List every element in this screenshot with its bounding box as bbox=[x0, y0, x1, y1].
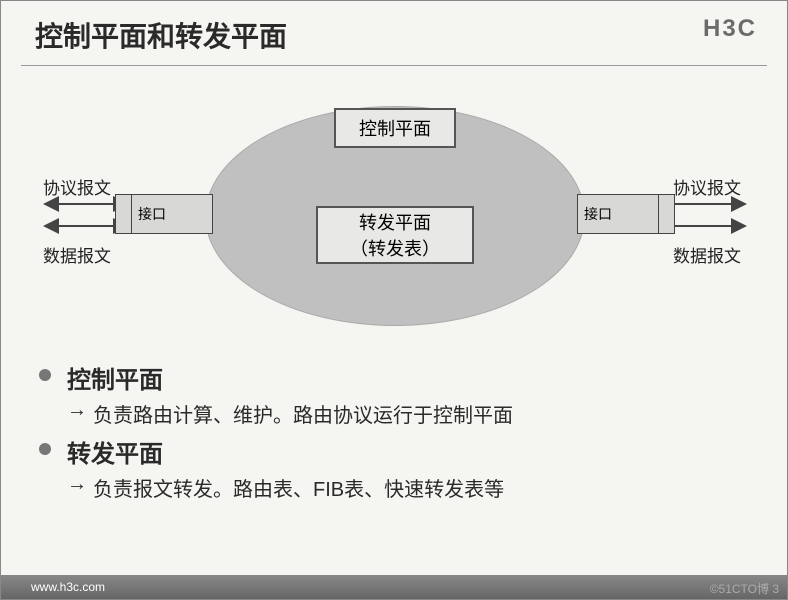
diagram-area: 控制平面转发平面（转发表）接口接口协议报文数据报文协议报文数据报文 bbox=[1, 66, 787, 346]
node-if_left: 接口 bbox=[131, 194, 213, 234]
if-right-cap-icon bbox=[659, 194, 675, 234]
bullet-1: 转发平面负责报文转发。路由表、FIB表、快速转发表等 bbox=[67, 434, 737, 502]
bullet-head-1: 转发平面 bbox=[67, 434, 737, 469]
bullet-sub-1: 负责报文转发。路由表、FIB表、快速转发表等 bbox=[67, 473, 737, 502]
bullet-head-0: 控制平面 bbox=[67, 360, 737, 395]
node-if_right: 接口 bbox=[577, 194, 659, 234]
node-forward: 转发平面（转发表） bbox=[316, 206, 474, 264]
diagram-label-3: 数据报文 bbox=[673, 242, 741, 267]
node-control: 控制平面 bbox=[334, 108, 456, 148]
diagram-label-1: 数据报文 bbox=[43, 242, 111, 267]
header: 控制平面和转发平面 H3C bbox=[1, 1, 787, 61]
footer-bar: www.h3c.com bbox=[1, 575, 787, 599]
diagram-label-2: 协议报文 bbox=[673, 174, 741, 199]
slide-title: 控制平面和转发平面 bbox=[35, 15, 287, 55]
diagram-label-0: 协议报文 bbox=[43, 174, 111, 199]
footer-url: www.h3c.com bbox=[31, 580, 105, 594]
bullet-sub-0: 负责路由计算、维护。路由协议运行于控制平面 bbox=[67, 399, 737, 428]
bullet-list: 控制平面负责路由计算、维护。路由协议运行于控制平面转发平面负责报文转发。路由表、… bbox=[1, 346, 787, 502]
bullet-0: 控制平面负责路由计算、维护。路由协议运行于控制平面 bbox=[67, 360, 737, 428]
watermark: ©51CTO博 3 bbox=[710, 580, 779, 597]
brand-logo: H3C bbox=[703, 15, 757, 43]
if-left-cap-icon bbox=[115, 194, 131, 234]
